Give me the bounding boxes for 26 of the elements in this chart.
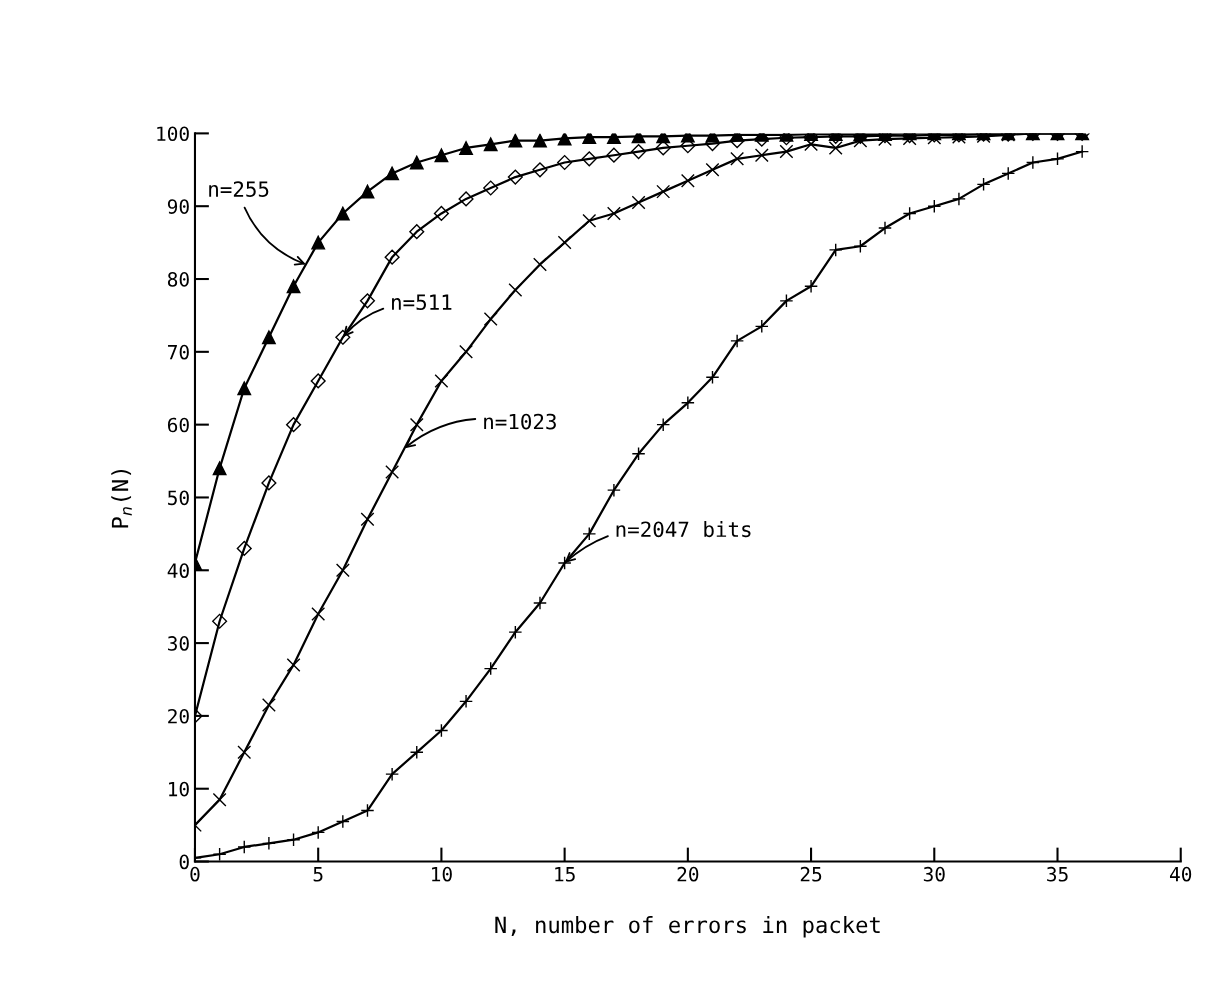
y-tick-label: 0: [179, 854, 189, 870]
y-tick-label: 30: [168, 636, 189, 651]
annotation: n=2047 bits: [616, 521, 751, 538]
annotation: n=1023: [484, 413, 556, 430]
y-tick-label: 20: [168, 708, 189, 724]
y-tick-label: 100: [157, 126, 189, 142]
y-tick-label: 10: [169, 781, 189, 797]
y-tick-label: 80: [167, 272, 189, 287]
x-tick-label: 25: [800, 866, 822, 882]
y-tick-label: 70: [168, 344, 189, 360]
x-tick-label: 15: [555, 867, 575, 882]
x-tick-label: 20: [677, 866, 699, 882]
y-tick-label: 90: [167, 199, 189, 214]
y-tick-label: 60: [167, 417, 189, 433]
y-tick-label: 50: [168, 490, 189, 506]
annotation: n=511: [392, 294, 452, 311]
y-axis-title: P$_{n}$(N): [111, 470, 132, 528]
annotation: n=255: [209, 181, 269, 197]
x-axis-title: N, number of errors in packet: [495, 915, 880, 938]
x-tick-label: 30: [923, 866, 945, 882]
x-tick-label: 10: [432, 866, 452, 882]
x-tick-label: 40: [1169, 866, 1192, 882]
x-tick-label: 35: [1047, 866, 1068, 882]
y-tick-label: 40: [167, 563, 189, 578]
x-tick-label: 5: [313, 867, 323, 882]
x-tick-label: 0: [190, 866, 200, 882]
